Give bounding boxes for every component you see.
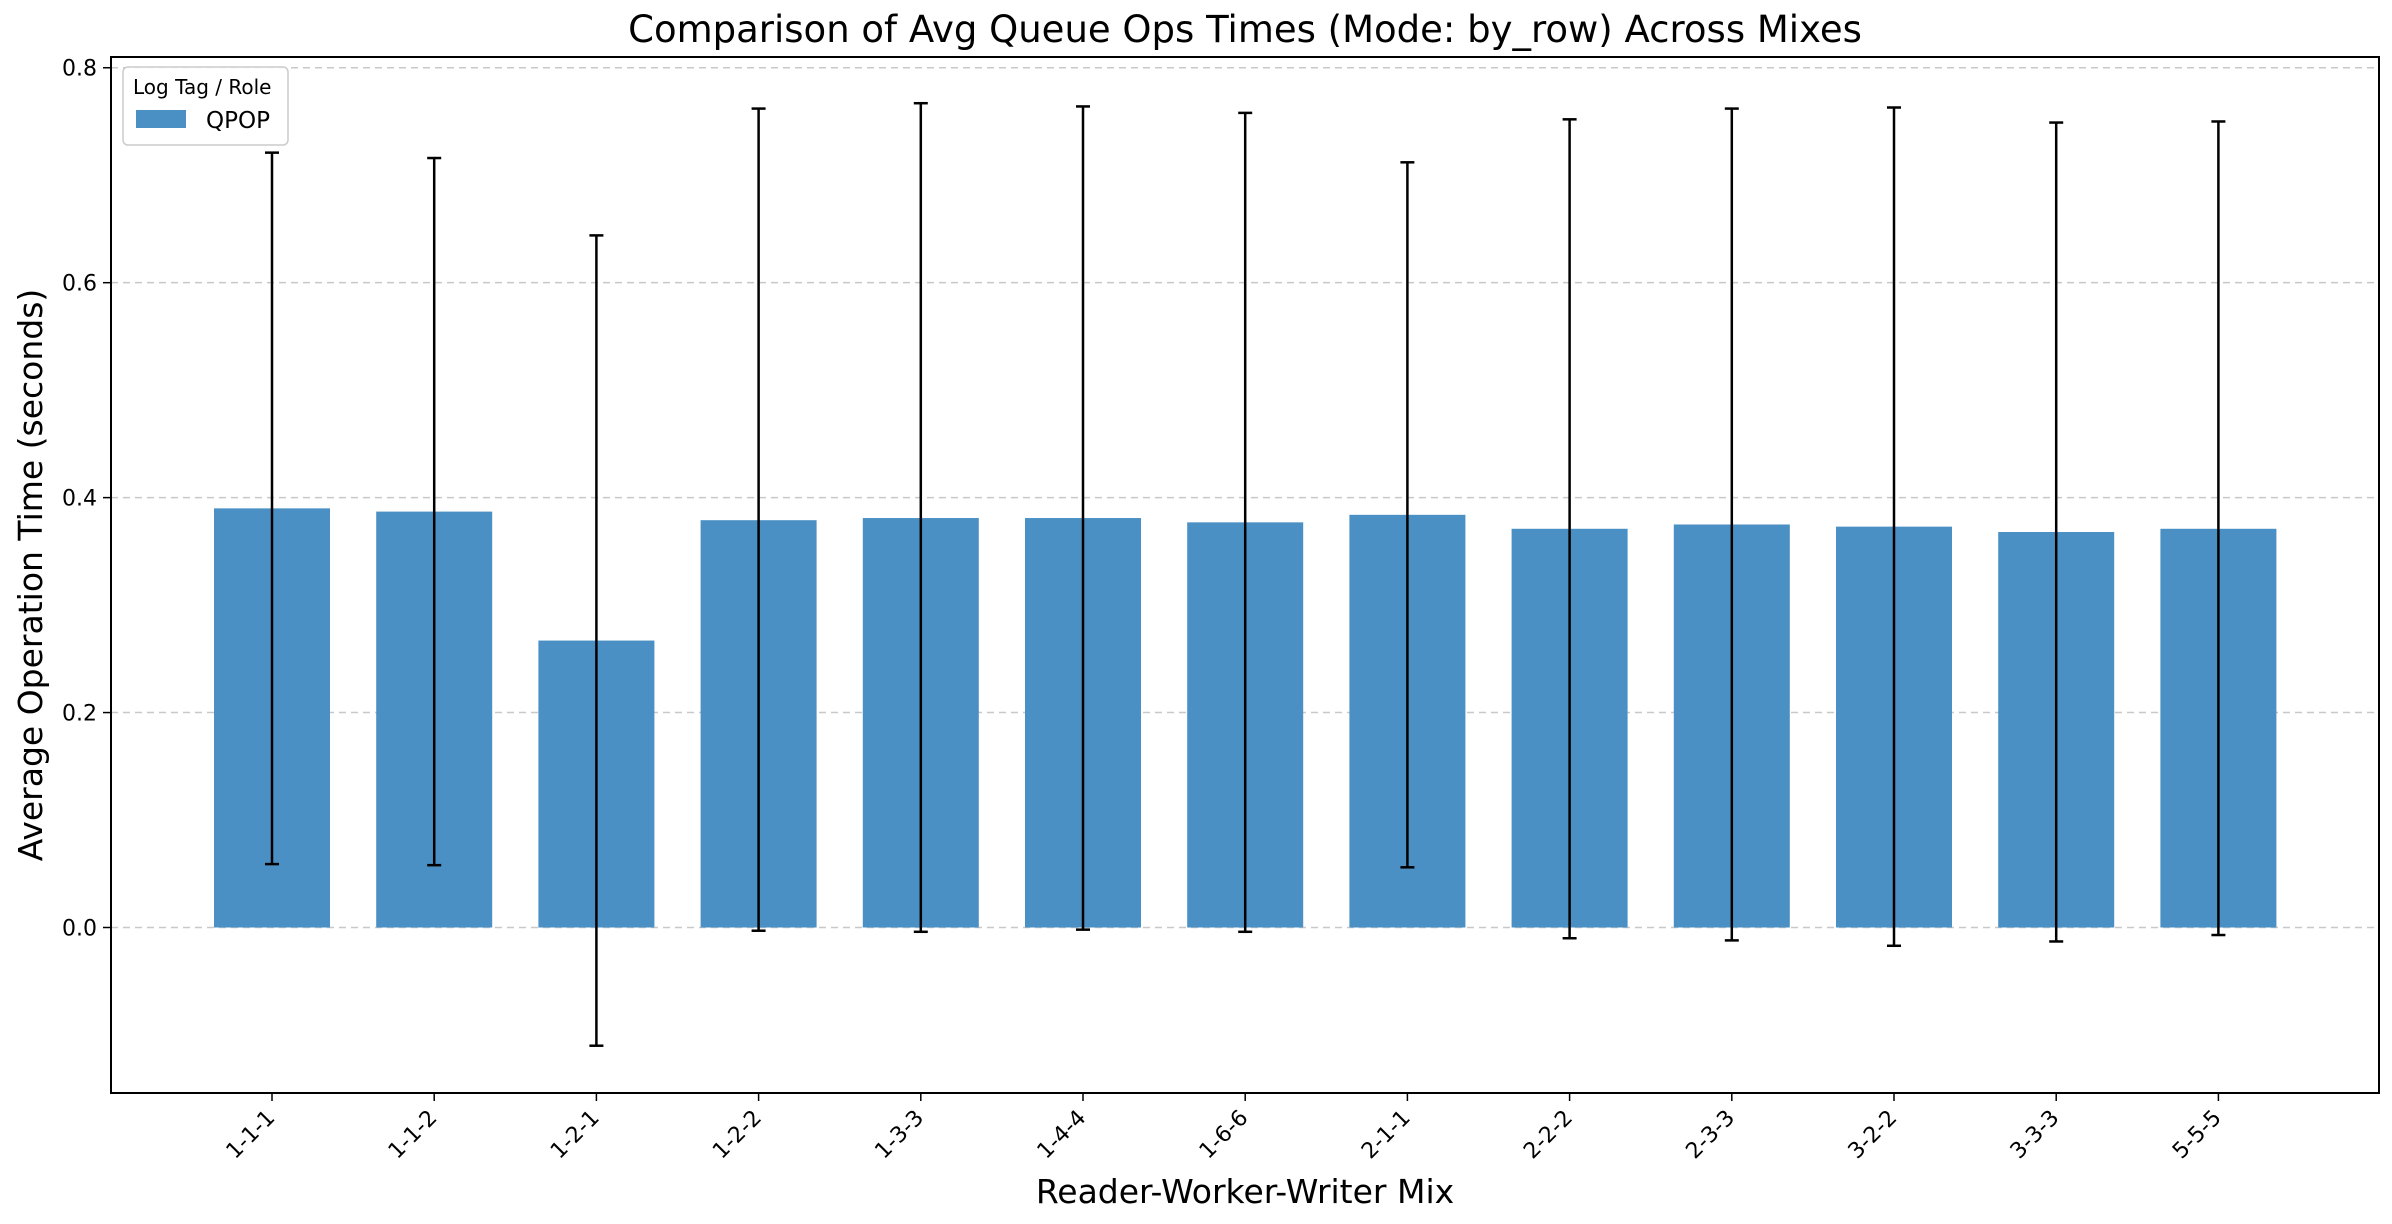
error-bars [265, 101, 2226, 1047]
x-axis: 1-1-1 1-1-2 1-2-1 1-2-2 1-3-3 1-4-4 1-6-6 2-1-1… [222, 1093, 2227, 1164]
y-tick-label: 0.0 [62, 916, 97, 941]
x-tick-label: 3-2-2 [1844, 1106, 1903, 1165]
legend-label: QPOP [206, 108, 270, 134]
error-bar [913, 101, 928, 934]
error-bar [589, 234, 604, 1047]
error-bar [751, 107, 766, 932]
y-tick-label: 0.8 [62, 57, 97, 82]
error-bar [265, 151, 279, 866]
y-tick-label: 0.6 [62, 272, 97, 297]
error-bar [2211, 120, 2226, 937]
y-tick-label: 0.2 [62, 702, 97, 727]
y-tick-label: 0.4 [62, 487, 97, 512]
x-tick-label: 2-1-1 [1357, 1106, 1416, 1165]
x-tick-label: 2-2-2 [1519, 1106, 1578, 1165]
error-bar [1724, 107, 1739, 942]
error-bar [1562, 118, 1577, 940]
legend-title: Log Tag / Role [133, 75, 272, 99]
x-axis-label: Reader-Worker-Writer Mix [1036, 1172, 1454, 1211]
error-bar [427, 156, 442, 867]
y-axis: 0.0 0.2 0.4 0.6 0.8 [62, 57, 111, 941]
error-bar [1400, 161, 1415, 869]
legend: Log Tag / Role QPOP [122, 66, 289, 146]
x-tick-label: 1-6-6 [1195, 1106, 1254, 1165]
x-tick-label: 1-1-1 [222, 1106, 281, 1165]
x-tick-label: 3-3-3 [2006, 1106, 2065, 1165]
x-tick-label: 1-2-2 [708, 1106, 767, 1165]
error-bar [2049, 121, 2064, 943]
x-tick-label: 1-2-1 [546, 1106, 605, 1165]
x-tick-label: 1-1-2 [384, 1106, 443, 1165]
legend-swatch [136, 110, 186, 128]
x-tick-label: 1-3-3 [870, 1106, 929, 1165]
error-bar [1887, 106, 1901, 948]
x-tick-label: 5-5-5 [2168, 1106, 2227, 1165]
error-bar [1076, 105, 1090, 931]
x-tick-label: 1-4-4 [1033, 1106, 1092, 1165]
error-bar [1238, 111, 1253, 934]
chart-title: Comparison of Avg Queue Ops Times (Mode:… [628, 8, 1862, 51]
x-tick-label: 2-3-3 [1681, 1106, 1740, 1165]
y-axis-label: Average Operation Time (seconds) [11, 289, 50, 862]
